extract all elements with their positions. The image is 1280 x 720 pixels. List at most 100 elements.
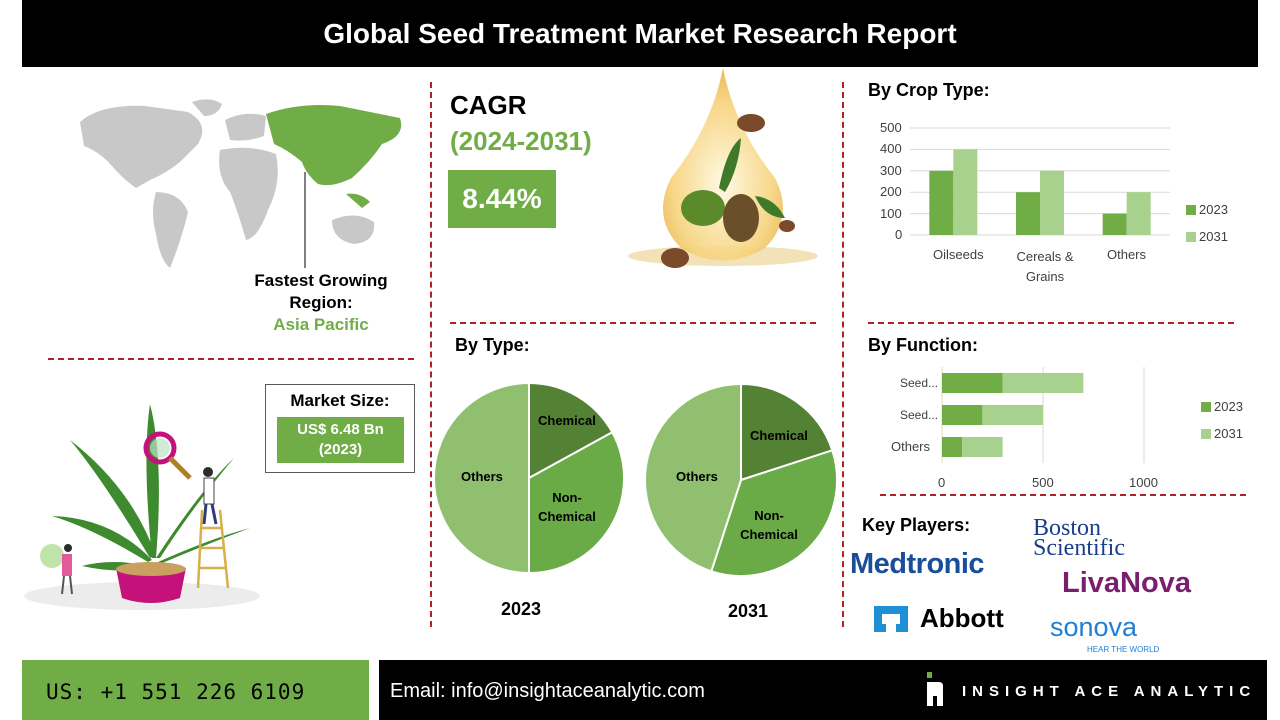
function-ylabel-2: Seed... [900, 408, 939, 422]
key-players-heading: Key Players: [862, 515, 971, 535]
divider-crop [868, 322, 1234, 324]
abbott-symbol-icon [874, 606, 908, 632]
cagr-value-box: 8.44% [448, 170, 556, 228]
crop-bar-2031 [953, 149, 978, 235]
crop-bar-2023 [1102, 213, 1127, 235]
crop-bar-2031 [1040, 170, 1064, 235]
function-ylabel-1: Seed... [900, 376, 939, 390]
crop-bar-2023 [929, 170, 954, 235]
function-ylabel-others: Others [891, 439, 931, 454]
report-title-bar: Global Seed Treatment Market Research Re… [22, 0, 1258, 67]
crop-xlabel-oilseeds: Oilseeds [933, 247, 984, 262]
crop-ytick-300: 300 [880, 163, 902, 178]
crop-legend-2023: 2023 [1199, 202, 1228, 217]
function-bar-2031 [962, 437, 1003, 457]
world-map-icon [80, 99, 402, 268]
pie2023-chemical-label: Chemical [538, 413, 596, 428]
crop-ytick-500: 500 [880, 120, 902, 135]
function-legend-2031-swatch [1201, 429, 1211, 439]
crop-bar-chart [910, 127, 1170, 236]
crop-ytick-200: 200 [880, 184, 902, 199]
pie2031-nonchemical-line1: Non- [754, 508, 784, 523]
crop-bar-2023 [1016, 192, 1040, 235]
function-bar-2031 [982, 405, 1043, 425]
crop-legend-2031-swatch [1186, 232, 1196, 242]
crop-xlabel-cereals-line2: Grains [1025, 269, 1065, 284]
pie2031-year-label: 2031 [728, 601, 769, 621]
market-size-value-line1: US$ 6.48 Bn [297, 421, 384, 438]
region-label: Fastest Growing Region: Asia Pacific [240, 270, 402, 336]
sonova-logo: sonova [1050, 612, 1138, 642]
function-xtick-500: 500 [1032, 475, 1054, 490]
divider-cagr [450, 322, 816, 324]
function-legend-2023: 2023 [1214, 399, 1243, 414]
pie-slice-chemical [740, 383, 834, 482]
footer-phone[interactable]: US: +1 551 226 6109 [46, 680, 306, 704]
pie2031-chemical-label: Chemical [750, 428, 808, 443]
cagr-title: CAGR [450, 90, 527, 120]
function-legend-2031: 2031 [1214, 426, 1243, 441]
by-crop-heading: By Crop Type: [868, 80, 990, 100]
footer-email[interactable]: Email: info@insightaceanalytic.com [390, 680, 705, 702]
function-xtick-1000: 1000 [1129, 475, 1158, 490]
function-bar-chart [941, 367, 1145, 463]
oil-drop-seeds-icon [628, 68, 818, 268]
pie-slice-non-chemical [528, 430, 625, 574]
market-size-label: Market Size: [290, 391, 390, 410]
crop-ytick-400: 400 [880, 141, 902, 156]
pie-chart-2031 [644, 383, 838, 577]
divider-right [842, 82, 844, 627]
plant-research-illustration-icon [24, 404, 260, 610]
divider-function [880, 494, 1246, 496]
footer-phone-bar: US: +1 551 226 6109 [22, 660, 369, 720]
footer-brand: INSIGHT ACE ANALYTIC [962, 683, 1257, 700]
crop-xlabel-others: Others [1107, 247, 1147, 262]
boston-scientific-line1: Boston [1033, 515, 1102, 541]
by-function-heading: By Function: [868, 335, 978, 355]
boston-scientific-logo: Boston Scientific [1033, 515, 1153, 561]
sonova-tagline: HEAR THE WORLD [1087, 645, 1160, 654]
footer-contact-bar: Email: info@insightaceanalytic.com INSIG… [379, 660, 1267, 720]
pie2031-nonchemical-label: Non- Chemical [737, 506, 801, 544]
pie2031-others-label: Others [676, 469, 718, 484]
function-bar-2031 [1002, 373, 1084, 393]
crop-xlabel-cereals: Cereals & Grains [1010, 247, 1080, 287]
pie2023-year-label: 2023 [501, 599, 542, 619]
function-bar-2023 [942, 437, 963, 457]
market-size-value-line2: (2023) [318, 441, 363, 458]
divider-left [430, 82, 432, 627]
function-bar-2023 [942, 405, 983, 425]
market-size-value: US$ 6.48 Bn (2023) [277, 417, 404, 463]
crop-xlabel-cereals-line1: Cereals & [1016, 249, 1074, 264]
pie-slice-non-chemical [710, 449, 838, 577]
boston-scientific-line2: Scientific [1033, 535, 1125, 561]
medtronic-logo: Medtronic [850, 548, 985, 580]
report-title: Global Seed Treatment Market Research Re… [323, 17, 957, 49]
function-xtick-0: 0 [938, 475, 946, 490]
crop-legend-2023-swatch [1186, 205, 1196, 215]
pie-slice-others [644, 383, 742, 573]
cagr-period: (2024-2031) [450, 126, 592, 156]
region-value: Asia Pacific [273, 315, 369, 334]
by-type-heading: By Type: [455, 335, 530, 355]
region-label-line1: Fastest Growing [254, 271, 388, 290]
livanova-logo: LivaNova [1062, 567, 1191, 599]
region-label-line2: Region: [289, 293, 353, 312]
market-size-box: Market Size: US$ 6.48 Bn (2023) [265, 384, 415, 473]
divider-region [48, 358, 414, 360]
pie2023-nonchemical-line2: Chemical [538, 509, 596, 524]
cagr-value: 8.44% [462, 183, 542, 214]
pie-slice-others [433, 382, 530, 574]
crop-bar-2031 [1126, 192, 1151, 235]
crop-legend-2031: 2031 [1199, 229, 1228, 244]
pie2023-others-label: Others [461, 469, 503, 484]
function-bar-2023 [942, 373, 1003, 393]
crop-ytick-0: 0 [895, 227, 903, 242]
pie2023-nonchemical-line1: Non- [552, 490, 582, 505]
pie-slice-chemical [528, 382, 614, 480]
abbott-logo: Abbott [920, 603, 1004, 633]
pie2023-nonchemical-label: Non- Chemical [536, 488, 598, 526]
function-legend-2023-swatch [1201, 402, 1211, 412]
pie-chart-2023 [433, 382, 625, 574]
pie2031-nonchemical-line2: Chemical [740, 527, 798, 542]
